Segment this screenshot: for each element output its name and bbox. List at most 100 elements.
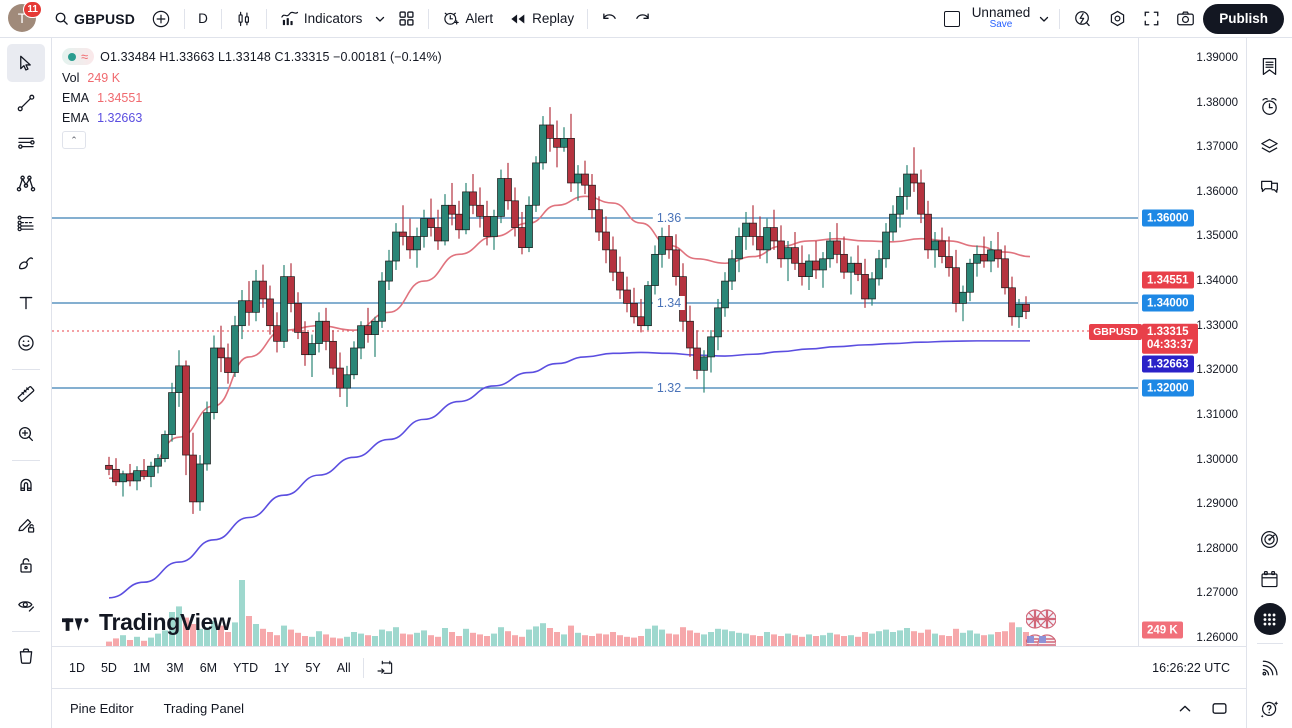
- trend-line-tool[interactable]: [7, 84, 45, 122]
- timeframe-6m[interactable]: 6M: [199, 660, 218, 675]
- goto-date-button[interactable]: [369, 655, 401, 681]
- magnet-icon: [16, 475, 36, 495]
- cursor-tool[interactable]: [6, 44, 45, 82]
- layout-menu-button[interactable]: [1034, 4, 1054, 34]
- tab-trading-panel[interactable]: Trading Panel: [163, 701, 245, 716]
- undo-button[interactable]: [593, 4, 626, 34]
- chart-settings-button[interactable]: [1100, 4, 1135, 34]
- timeframe-1d[interactable]: 1D: [69, 660, 85, 675]
- lock-drawings-tool[interactable]: [7, 546, 45, 584]
- layout-checkbox-button[interactable]: [936, 4, 968, 34]
- layouts-button[interactable]: [390, 4, 423, 34]
- alert-button[interactable]: Alert: [434, 4, 501, 34]
- help-panel-button[interactable]: [1252, 688, 1288, 728]
- chart-plot-area[interactable]: 1.36 1.34 1.32 TradingView: [52, 38, 1138, 658]
- toolbar-divider-4: [428, 8, 430, 29]
- horizontal-lines-tool[interactable]: [7, 124, 45, 162]
- pitchfork-icon: [16, 173, 36, 193]
- chart-style-button[interactable]: [227, 4, 261, 34]
- panel-maximize-button[interactable]: [1208, 698, 1230, 720]
- hide-drawings-tool[interactable]: [7, 586, 45, 624]
- alerts-panel-button[interactable]: [1252, 86, 1288, 126]
- uk-flag-marker[interactable]: [1026, 609, 1056, 629]
- chat-bubble-icon: [1259, 176, 1280, 197]
- legend-volume-row[interactable]: Vol 249 K: [62, 71, 442, 85]
- price-tick-1.29000: 1.29000: [1196, 498, 1238, 511]
- fullscreen-button[interactable]: [1135, 4, 1168, 34]
- ema-slow-value: 1.32663: [97, 111, 143, 125]
- notification-badge[interactable]: 11: [23, 0, 42, 18]
- legend-ohlc-row[interactable]: ≈ O1.33484 H1.33663 L1.33148 C1.33315 −0…: [62, 48, 442, 65]
- user-avatar[interactable]: T 11: [8, 0, 42, 34]
- watchlist-panel-button[interactable]: [1252, 46, 1288, 86]
- calendar-panel-button[interactable]: [1252, 559, 1288, 599]
- data-window-panel-button[interactable]: [1252, 126, 1288, 166]
- remove-drawings-tool[interactable]: [7, 637, 45, 675]
- fib-levels-tool[interactable]: [7, 204, 45, 242]
- price-tick-1.37000: 1.37000: [1196, 141, 1238, 154]
- timeframe-3m[interactable]: 3M: [166, 660, 184, 675]
- symbol-search-button[interactable]: GBPUSD: [46, 4, 143, 34]
- brush-tool[interactable]: [7, 244, 45, 282]
- timeframe-all[interactable]: All: [336, 660, 351, 675]
- chart-container[interactable]: 1.36 1.34 1.32 TradingView: [52, 38, 1246, 728]
- timeframe-5d[interactable]: 5D: [100, 660, 117, 675]
- layout-name-button[interactable]: Unnamed Save: [968, 5, 1035, 31]
- level-136-tag[interactable]: 1.36000: [1142, 209, 1194, 227]
- calendar-icon: [1259, 569, 1280, 590]
- timeframe-1m[interactable]: 1M: [132, 660, 151, 675]
- volume-tag[interactable]: 249 K: [1142, 621, 1183, 639]
- ema-fast-tag[interactable]: 1.34551: [1142, 271, 1194, 289]
- price-tick-1.36000: 1.36000: [1196, 185, 1238, 198]
- text-tool[interactable]: [7, 284, 45, 322]
- price-tick-1.30000: 1.30000: [1196, 453, 1238, 466]
- pitchfork-tool[interactable]: [7, 164, 45, 202]
- level-132-tag[interactable]: 1.32000: [1142, 379, 1194, 397]
- tab-pine-editor[interactable]: Pine Editor: [70, 701, 134, 716]
- indicators-button[interactable]: Indicators: [272, 4, 371, 34]
- ema-slow-tag[interactable]: 1.32663: [1142, 355, 1194, 373]
- level-line-label-0: 1.36: [652, 211, 686, 225]
- emoji-tool[interactable]: [7, 324, 45, 362]
- legend-ema-slow-row[interactable]: EMA 1.32663: [62, 111, 442, 125]
- price-scale[interactable]: 1.39000 1.38000 1.37000 1.36000 1.35000 1.340…: [1138, 38, 1246, 658]
- timeframe-divider: [362, 657, 364, 678]
- zoom-in-tool[interactable]: [7, 415, 45, 453]
- price-tick-1.34000: 1.34000: [1196, 275, 1238, 288]
- legend-ema-fast-row[interactable]: EMA 1.34551: [62, 91, 442, 105]
- add-symbol-button[interactable]: [143, 4, 179, 34]
- magnet-tool[interactable]: [7, 466, 45, 504]
- broadcast-panel-button[interactable]: [1252, 648, 1288, 688]
- publish-button[interactable]: Publish: [1203, 3, 1284, 34]
- question-sparkle-icon: [1259, 698, 1280, 719]
- ideas-panel-button[interactable]: [1252, 519, 1288, 559]
- snapshot-button[interactable]: [1168, 4, 1203, 34]
- level-134-tag[interactable]: 1.34000: [1142, 294, 1194, 312]
- interval-button[interactable]: D: [190, 4, 216, 34]
- chart-legend: ≈ O1.33484 H1.33663 L1.33148 C1.33315 −0…: [62, 48, 442, 149]
- cursor-icon: [16, 54, 35, 73]
- replay-button[interactable]: Replay: [501, 4, 582, 34]
- bottom-panel-icons: [1174, 698, 1236, 720]
- drawing-mode-tool[interactable]: [7, 506, 45, 544]
- panel-expand-button[interactable]: [1174, 698, 1196, 720]
- ema-slow-label: EMA: [62, 111, 90, 125]
- last-price-tag[interactable]: 1.33315 04:33:37: [1142, 323, 1199, 355]
- brush-icon: [16, 253, 36, 273]
- layers-icon: [1259, 136, 1280, 157]
- timeframe-ytd[interactable]: YTD: [233, 660, 259, 675]
- indicators-dropdown-button[interactable]: [370, 4, 390, 34]
- watchlist-icon: [1259, 56, 1280, 77]
- apps-panel-button[interactable]: [1252, 599, 1288, 639]
- chat-panel-button[interactable]: [1252, 166, 1288, 206]
- emoji-icon: [16, 333, 36, 353]
- timeframe-1y[interactable]: 1Y: [274, 660, 290, 675]
- quick-actions-button[interactable]: [1065, 4, 1100, 34]
- legend-collapse-button[interactable]: ⌃: [62, 131, 86, 149]
- redo-button[interactable]: [626, 4, 659, 34]
- trend-line-icon: [16, 93, 36, 113]
- timeframe-5y[interactable]: 5Y: [305, 660, 321, 675]
- layouts-grid-icon: [398, 10, 415, 27]
- layout-save-label[interactable]: Save: [989, 19, 1013, 31]
- measure-tool[interactable]: [7, 375, 45, 413]
